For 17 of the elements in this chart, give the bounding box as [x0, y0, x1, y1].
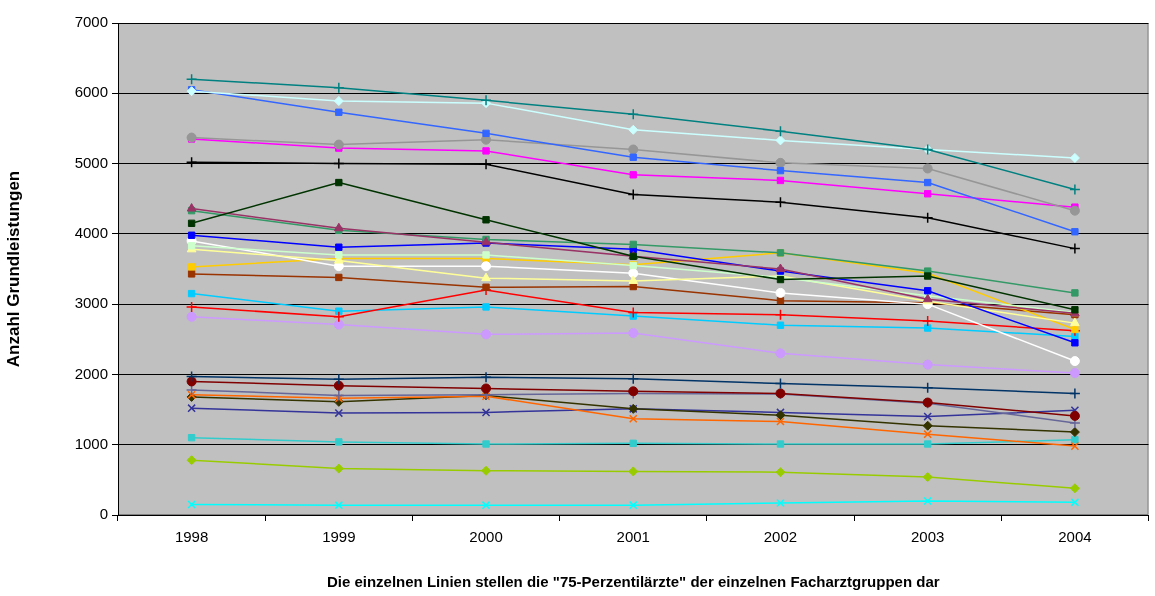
- y-tick-label: 6000: [74, 83, 108, 101]
- x-tick-label: 2004: [1058, 528, 1092, 546]
- y-tick-label: 5000: [74, 153, 108, 171]
- y-axis-title: Anzahl Grundleistungen: [3, 170, 23, 368]
- x-tick-label: 2001: [616, 528, 650, 546]
- y-tick-label: 3000: [74, 294, 108, 312]
- x-axis-title: Die einzelnen Linien stellen die "75-Perzentilärzte" der einzelnen Facharztgruppen dar: [326, 573, 940, 591]
- y-tick-label: 1000: [74, 434, 108, 452]
- x-tick-label: 2000: [469, 528, 503, 546]
- x-tick-label: 1999: [322, 528, 356, 546]
- x-tick-label: 1998: [174, 528, 209, 546]
- y-tick-label: 7000: [74, 13, 108, 31]
- y-tick-label: 2000: [74, 364, 108, 382]
- y-tick-label: 4000: [74, 224, 108, 241]
- y-tick-label: 0: [99, 505, 108, 523]
- x-tick-label: 2003: [910, 528, 945, 546]
- x-tick-label: 2002: [763, 528, 798, 546]
